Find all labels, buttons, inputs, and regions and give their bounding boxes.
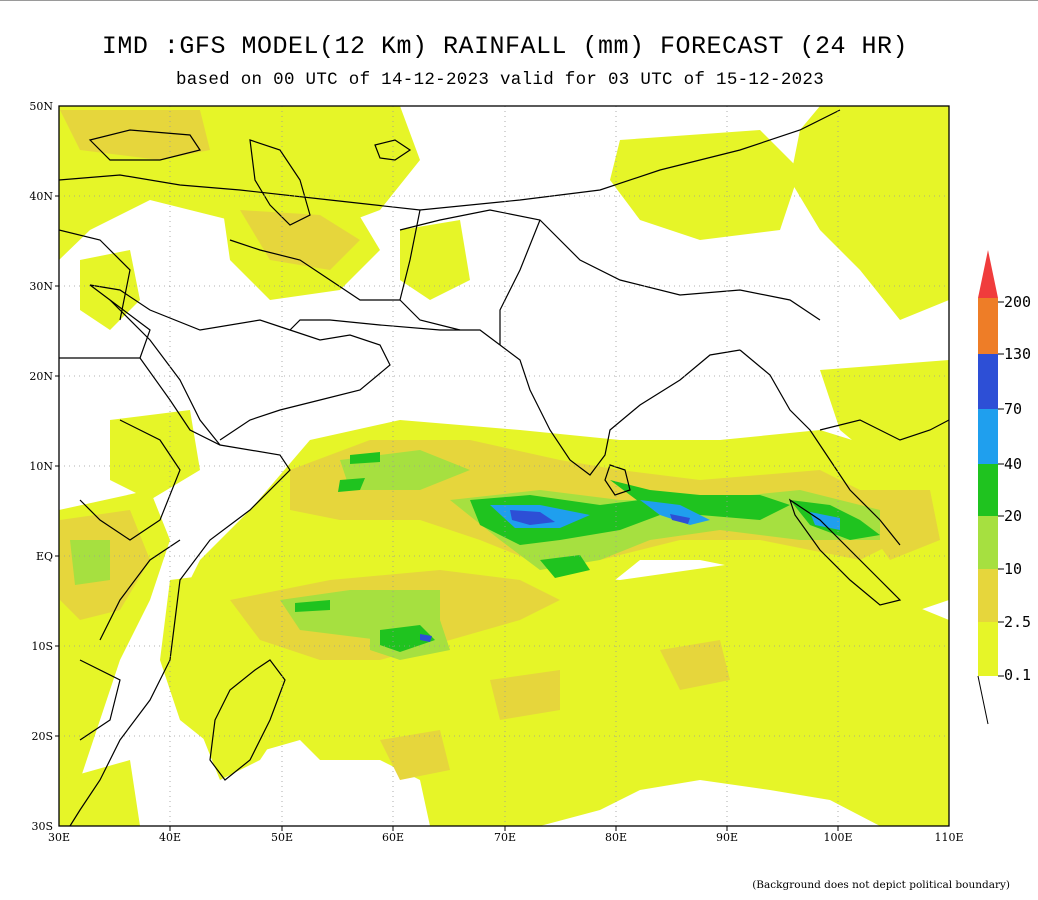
border-path	[59, 229, 131, 321]
coastline-path	[819, 419, 949, 441]
rain-band-70	[420, 510, 690, 642]
graticule	[59, 106, 949, 826]
lat-tick-label: 40N	[29, 190, 53, 203]
colorbar-arrow-bottom	[977, 675, 989, 725]
border-path	[79, 419, 181, 541]
colorbar-swatch-200	[978, 298, 998, 354]
coastline-path	[374, 139, 412, 161]
rain-patch	[380, 625, 435, 652]
rain-patch	[59, 760, 140, 826]
rain-patch	[660, 640, 730, 690]
rain-patch	[380, 730, 450, 780]
lat-tick-labels: 30S 20S 10S EQ 10N 20N 30N 40N 50N	[29, 100, 53, 833]
rain-patch	[420, 634, 432, 642]
top-border-line	[0, 0, 1038, 1]
rain-patch	[820, 360, 949, 480]
colorbar-label: 20	[1004, 507, 1022, 525]
border-path	[499, 219, 541, 345]
colorbar-label: 2.5	[1004, 613, 1031, 631]
border-path	[99, 539, 181, 641]
lon-tick-label: 80E	[605, 831, 627, 844]
lat-ticks	[55, 195, 59, 737]
lat-tick-label: 10S	[31, 640, 53, 653]
rain-patch	[640, 500, 710, 525]
rain-patch	[510, 510, 555, 525]
map-subtitle: based on 00 UTC of 14-12-2023 valid for …	[175, 70, 825, 90]
colorbar-swatch-40	[978, 464, 998, 516]
coastline-path	[88, 129, 201, 161]
coastline-path	[59, 357, 291, 826]
colorbar-label: 130	[1004, 345, 1031, 363]
map-title: IMD :GFS MODEL(12 Km) RAINFALL (mm) FORE…	[101, 32, 909, 61]
rainfall-map: 30E 40E 50E 60E 70E 80E 90E 100E 110E 30…	[29, 100, 1031, 844]
footnote-disclaimer: (Background does not depict political bo…	[752, 879, 1010, 891]
colorbar-label: 200	[1004, 293, 1031, 311]
colorbar-arrow-top	[978, 250, 998, 298]
rain-patch	[295, 600, 330, 612]
lon-tick-label: 100E	[823, 831, 852, 844]
rain-patch	[240, 210, 360, 270]
coastline-path	[739, 349, 901, 546]
colorbar-swatch-20	[978, 516, 998, 569]
lon-tick-label: 90E	[716, 831, 738, 844]
lat-tick-label: 50N	[29, 100, 53, 113]
lat-tick-label: 20S	[31, 730, 53, 743]
rain-patch	[610, 130, 800, 240]
border-path	[229, 239, 400, 301]
coastline-path	[209, 659, 286, 781]
rain-patch	[338, 478, 365, 492]
lat-tick-label: 20N	[29, 370, 53, 383]
rain-patch	[790, 106, 949, 320]
coastline-path	[788, 498, 902, 606]
colorbar-label: 70	[1004, 400, 1022, 418]
lon-tick-label: 50E	[271, 831, 293, 844]
lon-ticks	[169, 826, 839, 831]
colorbar-label: 40	[1004, 455, 1022, 473]
map-plot-area	[59, 106, 949, 826]
lat-tick-label: 30S	[31, 820, 53, 833]
colorbar-label: 0.1	[1004, 666, 1031, 684]
border-path	[59, 109, 841, 211]
colorbar-swatch-2-5	[978, 622, 998, 676]
lon-tick-label: 110E	[934, 831, 963, 844]
border-path	[399, 209, 821, 321]
colorbar-swatch-70	[978, 409, 998, 464]
coastline-path	[89, 284, 391, 441]
coastline-path	[604, 464, 631, 496]
rain-patch	[350, 452, 380, 464]
coastline-path	[289, 319, 501, 346]
lon-tick-label: 40E	[159, 831, 181, 844]
lon-tick-labels: 30E 40E 50E 60E 70E 80E 90E 100E 110E	[48, 831, 964, 844]
rain-patch	[670, 514, 690, 524]
rain-patch	[810, 512, 840, 530]
coastline-path	[109, 299, 221, 446]
lat-tick-label: 10N	[29, 460, 53, 473]
colorbar-label: 10	[1004, 560, 1022, 578]
colorbar: 0.1 2.5 10 20 40 70 130 200	[977, 250, 1031, 725]
coastlines	[59, 109, 949, 826]
colorbar-swatch-130	[978, 354, 998, 409]
lon-tick-label: 70E	[494, 831, 516, 844]
coastline-path	[249, 139, 311, 226]
rain-patch	[70, 540, 110, 585]
lat-tick-label: EQ	[36, 550, 53, 563]
rain-patch	[200, 640, 300, 780]
rain-patch	[540, 555, 590, 578]
rain-patch	[400, 220, 470, 300]
lon-tick-label: 60E	[382, 831, 404, 844]
colorbar-swatch-10	[978, 569, 998, 622]
rain-patch	[80, 250, 140, 330]
lat-tick-label: 30N	[29, 280, 53, 293]
rain-patch	[490, 670, 560, 720]
lon-tick-label: 30E	[48, 831, 70, 844]
border-path	[79, 659, 121, 741]
